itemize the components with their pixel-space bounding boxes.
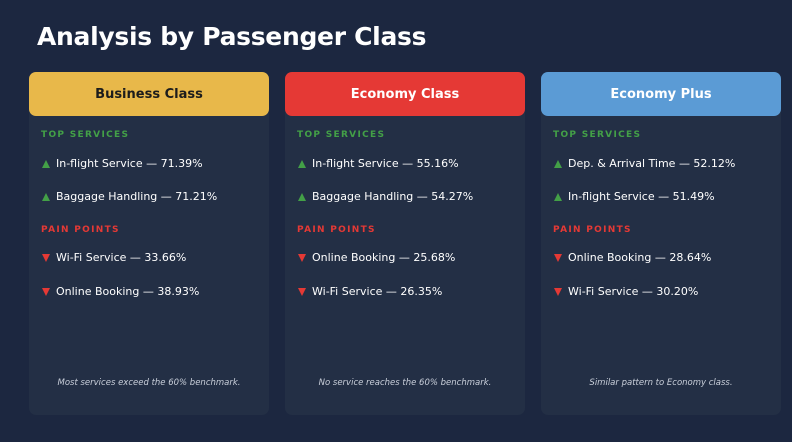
up-triangle-icon [298, 159, 306, 168]
pain-points-label: PAIN POINTS [297, 225, 376, 235]
down-triangle-icon [42, 287, 50, 296]
top-service-item: Dep. & Arrival Time — 52.12% [554, 157, 735, 170]
item-text: Wi-Fi Service — 26.35% [312, 285, 443, 298]
item-text: In-flight Service — 71.39% [56, 157, 203, 170]
card-business-class: Business Class TOP SERVICES In-flight Se… [29, 72, 269, 415]
card-header: Economy Plus [541, 72, 781, 116]
top-services-label: TOP SERVICES [297, 130, 386, 140]
card-note: Similar pattern to Economy class. [589, 378, 733, 388]
page-title: Analysis by Passenger Class [37, 22, 427, 51]
down-triangle-icon [554, 287, 562, 296]
up-triangle-icon [42, 159, 50, 168]
card-header: Business Class [29, 72, 269, 116]
pain-point-item: Wi-Fi Service — 30.20% [554, 285, 698, 298]
pain-point-item: Online Booking — 25.68% [298, 251, 455, 264]
card-note: Most services exceed the 60% benchmark. [57, 378, 241, 388]
pain-points-label: PAIN POINTS [553, 225, 632, 235]
down-triangle-icon [554, 253, 562, 262]
item-text: Baggage Handling — 71.21% [56, 190, 218, 203]
item-text: In-flight Service — 55.16% [312, 157, 459, 170]
down-triangle-icon [42, 253, 50, 262]
up-triangle-icon [554, 159, 562, 168]
top-service-item: Baggage Handling — 71.21% [42, 190, 217, 203]
pain-point-item: Wi-Fi Service — 33.66% [42, 251, 186, 264]
card-header: Economy Class [285, 72, 525, 116]
pain-point-item: Wi-Fi Service — 26.35% [298, 285, 442, 298]
item-text: Baggage Handling — 54.27% [312, 190, 474, 203]
top-service-item: In-flight Service — 71.39% [42, 157, 203, 170]
item-text: Wi-Fi Service — 33.66% [56, 251, 187, 264]
item-text: Dep. & Arrival Time — 52.12% [568, 157, 736, 170]
top-service-item: In-flight Service — 51.49% [554, 190, 715, 203]
top-service-item: In-flight Service — 55.16% [298, 157, 459, 170]
up-triangle-icon [298, 192, 306, 201]
up-triangle-icon [554, 192, 562, 201]
item-text: Wi-Fi Service — 30.20% [568, 285, 699, 298]
item-text: Online Booking — 38.93% [56, 285, 200, 298]
down-triangle-icon [298, 253, 306, 262]
up-triangle-icon [42, 192, 50, 201]
pain-point-item: Online Booking — 28.64% [554, 251, 711, 264]
item-text: Online Booking — 28.64% [568, 251, 712, 264]
pain-points-label: PAIN POINTS [41, 225, 120, 235]
top-services-label: TOP SERVICES [41, 130, 130, 140]
down-triangle-icon [298, 287, 306, 296]
card-note: No service reaches the 60% benchmark. [318, 378, 492, 388]
item-text: Online Booking — 25.68% [312, 251, 456, 264]
item-text: In-flight Service — 51.49% [568, 190, 715, 203]
top-service-item: Baggage Handling — 54.27% [298, 190, 473, 203]
pain-point-item: Online Booking — 38.93% [42, 285, 199, 298]
card-economy-plus: Economy Plus TOP SERVICES Dep. & Arrival… [541, 72, 781, 415]
card-economy-class: Economy Class TOP SERVICES In-flight Ser… [285, 72, 525, 415]
top-services-label: TOP SERVICES [553, 130, 642, 140]
